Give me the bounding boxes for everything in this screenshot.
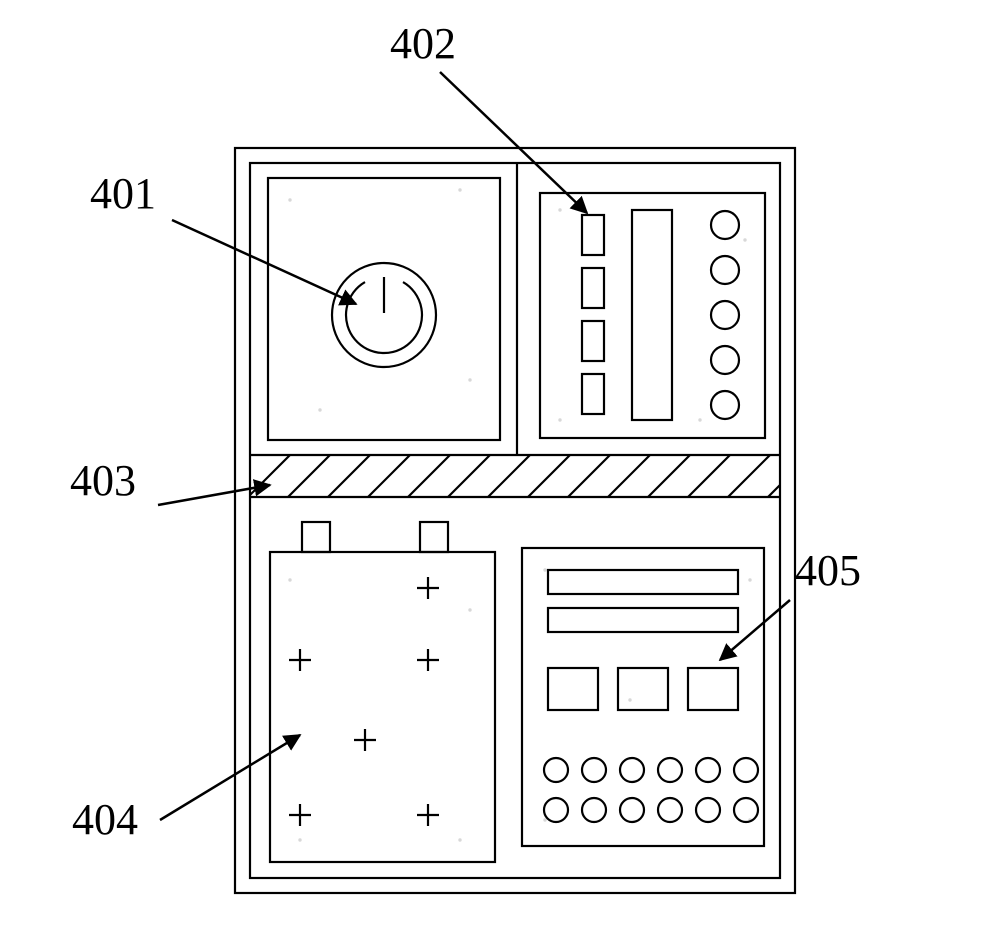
module-402-frame xyxy=(540,193,765,438)
leader-l404 xyxy=(160,735,300,820)
label-l403: 403 xyxy=(70,456,136,505)
label-l402: 402 xyxy=(390,19,456,68)
diagram-svg: 401 402 403 404 405 xyxy=(0,0,1000,925)
module-405-frame xyxy=(522,548,764,846)
panel-inner xyxy=(250,163,780,878)
leader-l403 xyxy=(158,485,270,505)
leader-l401 xyxy=(172,220,356,304)
leader-l402 xyxy=(440,72,587,213)
label-l401: 401 xyxy=(90,169,156,218)
label-l404: 404 xyxy=(72,795,138,844)
label-l405: 405 xyxy=(795,546,861,595)
